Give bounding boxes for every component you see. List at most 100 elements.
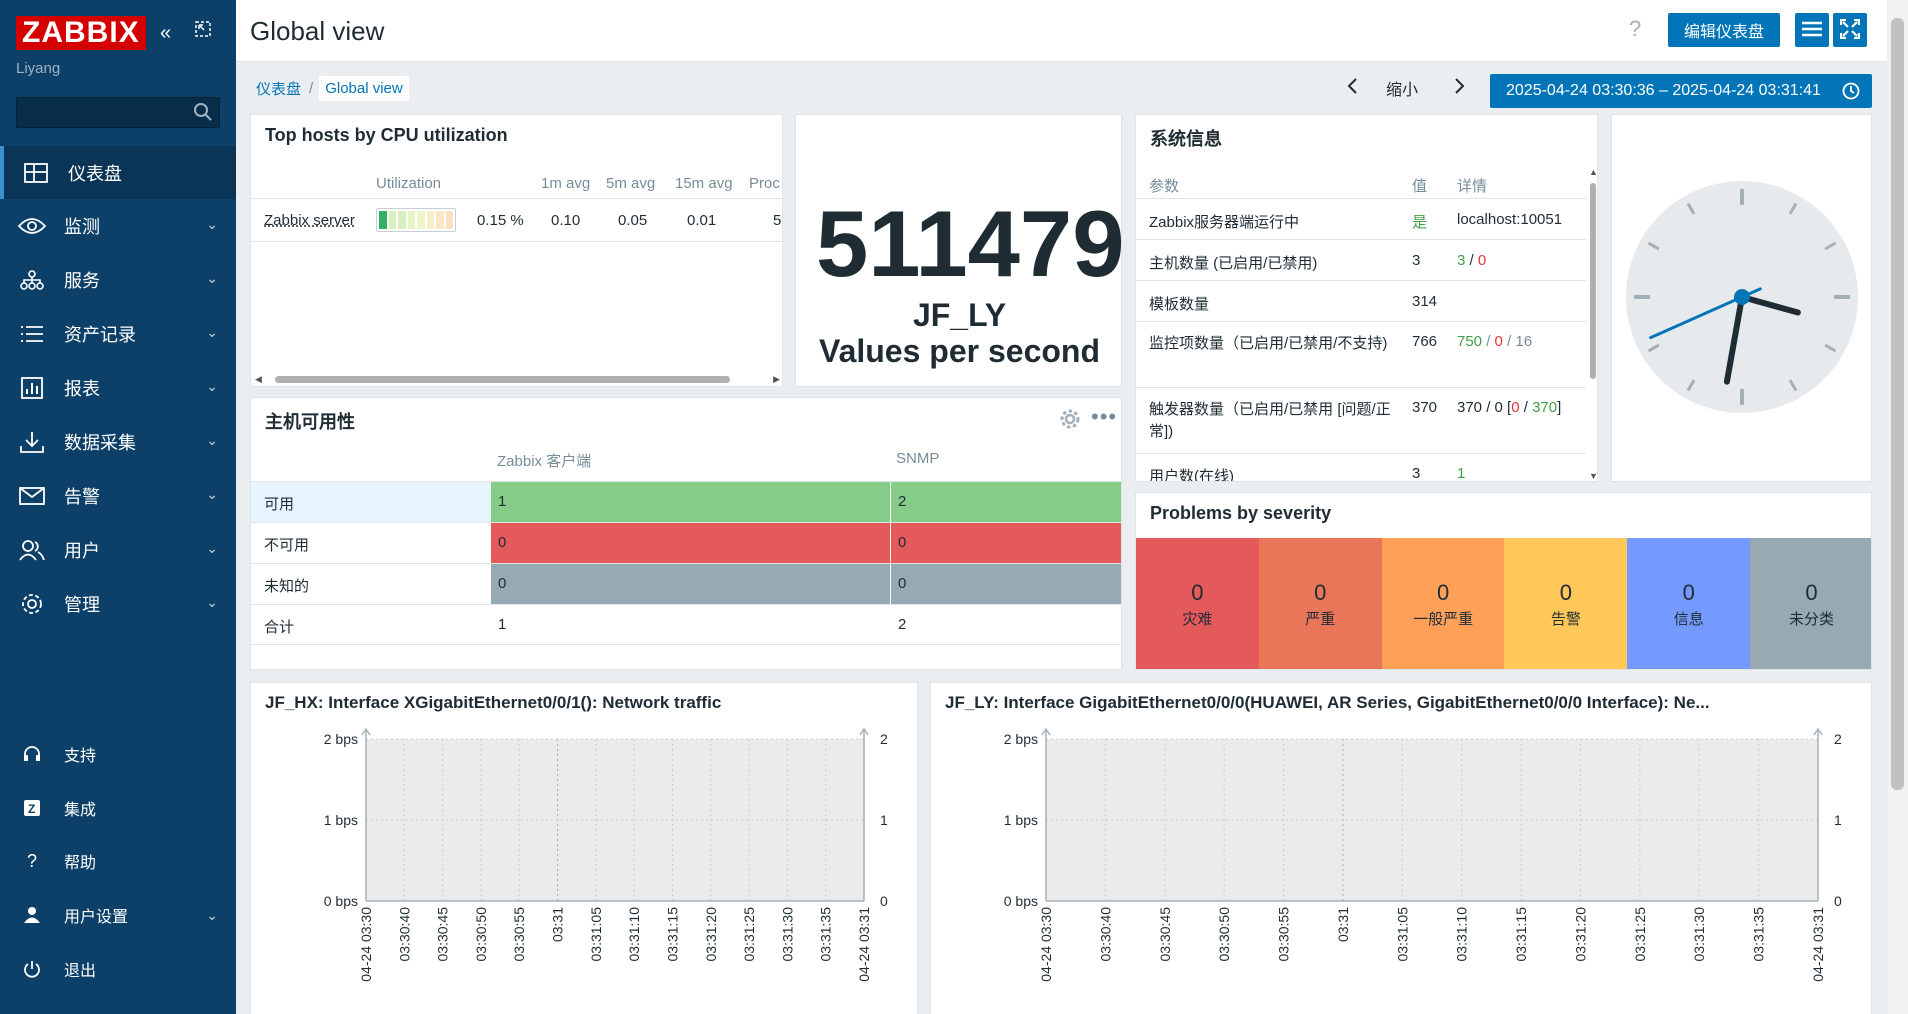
chevron-right-icon[interactable] xyxy=(1454,77,1466,100)
menu-item-monitoring[interactable]: 监测 ⌄ xyxy=(0,199,236,252)
column-header: SNMP xyxy=(896,450,940,467)
page-scrollbar[interactable] xyxy=(1887,0,1908,1014)
x-tick-label: 03:30:45 xyxy=(435,907,451,962)
more-options-icon[interactable]: ••• xyxy=(1091,404,1118,429)
fullscreen-button[interactable] xyxy=(1833,13,1867,47)
zoom-out-button[interactable]: 缩小 xyxy=(1386,82,1419,99)
x-tick-label: 03:30:45 xyxy=(1157,907,1173,962)
x-tick-label: 03:30:50 xyxy=(473,907,489,962)
menu-item-administration[interactable]: 管理 ⌄ xyxy=(0,577,236,630)
help-icon[interactable]: ? xyxy=(1629,16,1642,41)
widget-title: Problems by severity xyxy=(1150,503,1332,523)
snmp-available[interactable]: 2 xyxy=(891,482,1121,522)
column-header[interactable]: 5m avg xyxy=(606,175,656,192)
download-icon xyxy=(0,431,64,453)
menu-item-users[interactable]: 用户 ⌄ xyxy=(0,523,236,576)
column-header[interactable]: 1m avg xyxy=(541,175,591,192)
y-tick-label: 1 bps xyxy=(324,812,358,828)
menu-item-integrations[interactable]: Z 集成 xyxy=(0,783,236,833)
severity-box[interactable]: 0 严重 xyxy=(1258,538,1382,669)
row-label: 合计 xyxy=(264,619,295,636)
eye-icon xyxy=(0,217,64,235)
analog-clock xyxy=(1626,181,1858,413)
edit-dashboard-button[interactable]: 编辑仪表盘 xyxy=(1668,13,1780,47)
time-range-button[interactable]: 2025-04-24 03:30:36 – 2025-04-24 03:31:4… xyxy=(1490,74,1872,108)
search-icon[interactable] xyxy=(193,102,213,126)
vertical-scrollbar[interactable]: ▲ ▼ xyxy=(1589,167,1598,481)
table-row: 主机数量 (已启用/已禁用) 3 3 / 0 xyxy=(1136,241,1586,281)
breadcrumb-root[interactable]: 仪表盘 xyxy=(256,81,302,98)
page-header: Global view ? 编辑仪表盘 xyxy=(236,0,1889,62)
hour-hand xyxy=(1739,294,1801,316)
agent-unavailable[interactable]: 0 xyxy=(491,523,890,563)
menu-item-reports[interactable]: 报表 ⌄ xyxy=(0,361,236,414)
column-header[interactable]: 15m avg xyxy=(675,175,733,192)
snmp-unavailable[interactable]: 0 xyxy=(891,523,1121,563)
value: 3 xyxy=(1412,252,1421,269)
chevron-down-icon: ⌄ xyxy=(206,906,218,923)
clock-tick xyxy=(1686,202,1696,215)
severity-label: 灾难 xyxy=(1182,611,1213,628)
x-tick-label: 03:30:55 xyxy=(511,907,527,962)
network-traffic-chart[interactable]: 04-24 03:30 03:30:40 03:30:45 03:30:50 03:30… xyxy=(931,683,1872,1014)
x-tick-label: 03:30:50 xyxy=(1216,907,1232,962)
menu-label: 退出 xyxy=(64,963,97,980)
menu-item-user-settings[interactable]: 用户设置 ⌄ xyxy=(0,890,236,940)
menu-item-data-collection[interactable]: 数据采集 ⌄ xyxy=(0,415,236,468)
column-header[interactable]: Proc xyxy=(749,175,780,192)
value: 314 xyxy=(1412,293,1438,310)
agent-available[interactable]: 1 xyxy=(491,482,890,522)
severity-box[interactable]: 0 灾难 xyxy=(1136,538,1259,669)
column-header[interactable]: Utilization xyxy=(376,175,442,192)
severity-box[interactable]: 0 未分类 xyxy=(1750,538,1871,669)
widget-title: 系统信息 xyxy=(1150,129,1222,149)
host-link[interactable]: Zabbix server xyxy=(264,212,355,229)
users-icon xyxy=(0,539,64,561)
chevron-down-icon: ⌄ xyxy=(206,270,218,286)
gear-icon[interactable] xyxy=(1059,408,1081,434)
menu-item-services[interactable]: 服务 ⌄ xyxy=(0,253,236,306)
horizontal-scrollbar[interactable]: ◀ ▶ xyxy=(255,374,780,384)
y-axis-arrow xyxy=(1041,727,1051,736)
menu-label: 用户设置 xyxy=(64,909,129,926)
severity-box[interactable]: 0 告警 xyxy=(1504,538,1628,669)
column-header: Zabbix 客户端 xyxy=(497,453,592,470)
agent-unknown[interactable]: 0 xyxy=(491,564,890,604)
table-row: 不可用 0 0 xyxy=(251,522,1121,563)
widget-problems-by-severity: Problems by severity 0 灾难 0 严重 0 一般严重 0 告警 0 信息 0 未… xyxy=(1135,492,1872,670)
severity-box[interactable]: 0 信息 xyxy=(1627,538,1751,669)
svg-text:Z: Z xyxy=(28,802,35,816)
y2-tick-label: 0 xyxy=(880,893,888,909)
x-tick-label: 03:31:15 xyxy=(664,907,680,962)
menu-item-sign-out[interactable]: 退出 xyxy=(0,944,236,994)
zabbix-logo[interactable]: ZABBIX xyxy=(16,16,146,50)
dashboard-menu-button[interactable] xyxy=(1795,13,1829,47)
details: 3 / 0 xyxy=(1457,252,1487,269)
severity-count: 0 xyxy=(1436,580,1450,605)
widget-clock xyxy=(1611,114,1872,482)
y-tick-label: 1 bps xyxy=(1004,812,1038,828)
menu-item-inventory[interactable]: 资产记录 ⌄ xyxy=(0,307,236,360)
snmp-unknown[interactable]: 0 xyxy=(891,564,1121,604)
value: 是 xyxy=(1412,214,1428,231)
menu-item-alerts[interactable]: 告警 ⌄ xyxy=(0,469,236,522)
widget-title: JF_HX: Interface XGigabitEthernet0/0/1()… xyxy=(265,693,722,712)
severity-count: 0 xyxy=(1559,580,1573,605)
breadcrumb-current[interactable]: Global view xyxy=(319,76,409,101)
y2-tick-label: 1 xyxy=(1834,812,1842,828)
menu-item-dashboard[interactable]: 仪表盘 xyxy=(0,146,236,199)
widget-system-info: 系统信息 参数 值 详情 Zabbix服务器端运行中 是 localhost:1… xyxy=(1135,114,1598,482)
sidebar-search-input[interactable] xyxy=(16,97,220,128)
menu-item-help[interactable]: ? 帮助 xyxy=(0,836,236,886)
table-row: 未知的 0 0 xyxy=(251,563,1121,604)
chevron-left-icon[interactable] xyxy=(1346,77,1358,100)
x-tick-label: 03:31 xyxy=(1335,907,1351,942)
kiosk-icon[interactable] xyxy=(194,20,212,44)
menu-item-support[interactable]: 支持 xyxy=(0,729,236,779)
menu-label: 报表 xyxy=(64,378,100,399)
x-tick-label: 03:31:20 xyxy=(1572,907,1588,962)
x-tick-label: 03:31:05 xyxy=(1394,907,1410,962)
network-traffic-chart[interactable]: 04-24 03:30 03:30:40 03:30:45 03:30:50 03:30… xyxy=(251,683,918,1014)
collapse-sidebar-icon[interactable]: « xyxy=(160,22,172,44)
severity-box[interactable]: 0 一般严重 xyxy=(1381,538,1505,669)
